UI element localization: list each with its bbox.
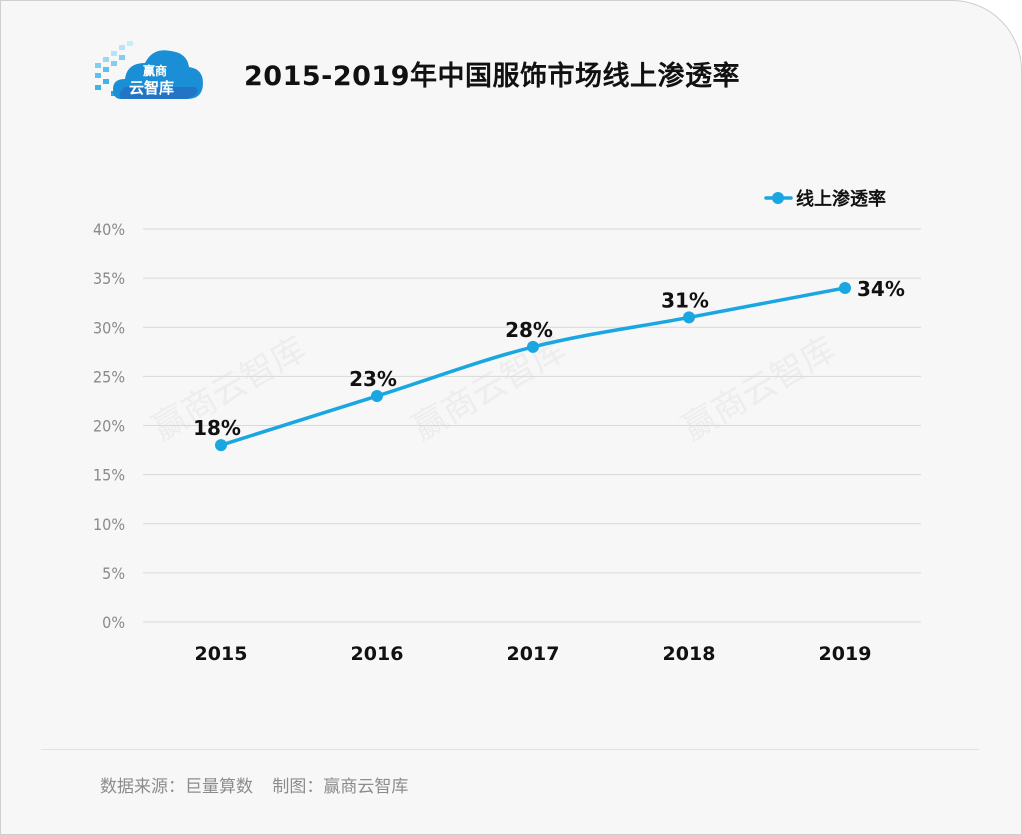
logo-text-bottom: 云智库 bbox=[129, 79, 174, 97]
x-tick-label: 2019 bbox=[819, 643, 872, 665]
data-point bbox=[215, 439, 227, 452]
y-tick-label: 40% bbox=[93, 220, 125, 239]
data-point bbox=[683, 311, 695, 324]
footer-maker: 制图：赢商云智库 bbox=[272, 777, 409, 797]
x-tick-label: 2018 bbox=[663, 643, 716, 665]
watermark-text: 赢商云智库 bbox=[406, 329, 573, 449]
y-tick-label: 25% bbox=[93, 367, 125, 386]
x-tick-label: 2017 bbox=[507, 643, 560, 665]
watermark-text: 赢商云智库 bbox=[676, 329, 843, 449]
x-tick-label: 2016 bbox=[351, 643, 404, 665]
x-axis-ticks: 2015 2016 2017 2018 2019 bbox=[195, 643, 872, 665]
legend-label: 线上渗透率 bbox=[796, 188, 886, 210]
data-point bbox=[527, 340, 539, 353]
watermarks: 赢商云智库 赢商云智库 赢商云智库 bbox=[146, 329, 843, 449]
footer-source: 数据来源：巨量算数 bbox=[100, 777, 253, 797]
data-label: 31% bbox=[661, 288, 709, 312]
data-label: 28% bbox=[505, 318, 553, 342]
y-tick-label: 5% bbox=[102, 564, 125, 583]
y-tick-label: 30% bbox=[93, 318, 125, 337]
page-title: 2015-2019年中国服饰市场线上渗透率 bbox=[244, 61, 740, 92]
data-point bbox=[371, 390, 383, 403]
data-label: 34% bbox=[857, 277, 905, 301]
data-label: 23% bbox=[349, 367, 397, 391]
y-axis-ticks: 0% 5% 10% 15% 20% 25% 30% 35% 40% bbox=[93, 220, 125, 632]
x-tick-label: 2015 bbox=[195, 643, 248, 665]
footer: 数据来源：巨量算数 制图：赢商云智库 bbox=[100, 772, 408, 797]
legend: 线上渗透率 bbox=[764, 188, 886, 210]
y-tick-label: 0% bbox=[102, 613, 125, 632]
logo: 赢商 云智库 bbox=[95, 41, 203, 99]
gridlines bbox=[143, 228, 921, 623]
y-tick-label: 20% bbox=[93, 417, 125, 436]
line-chart: 赢商云智库 赢商云智库 赢商云智库 0% 5% 10% 15% 20% 25% 30% 35% 40… bbox=[93, 188, 921, 665]
data-point bbox=[839, 281, 851, 294]
legend-marker bbox=[772, 192, 784, 204]
logo-cloud bbox=[113, 50, 203, 99]
series-group: 18% 23% 28% 31% 34% bbox=[193, 277, 905, 452]
logo-text-top: 赢商 bbox=[143, 63, 167, 78]
y-tick-label: 10% bbox=[93, 515, 125, 534]
y-tick-label: 35% bbox=[93, 269, 125, 288]
y-tick-label: 15% bbox=[93, 466, 125, 485]
data-label: 18% bbox=[193, 416, 241, 440]
footer-divider bbox=[41, 749, 979, 750]
